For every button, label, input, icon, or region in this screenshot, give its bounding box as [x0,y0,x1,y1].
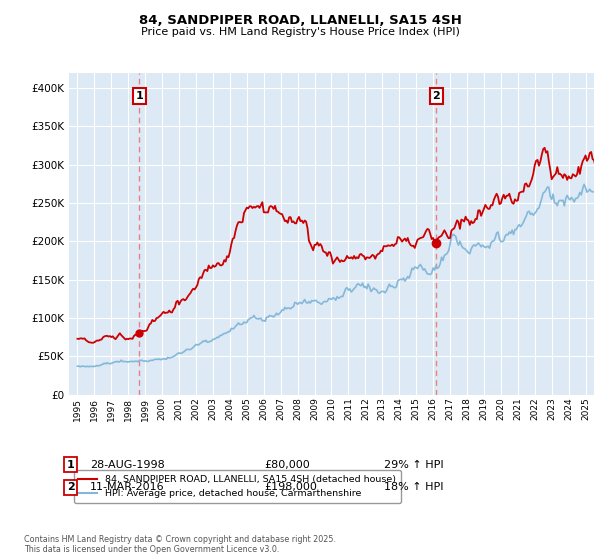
Text: 2: 2 [67,482,74,492]
Text: 28-AUG-1998: 28-AUG-1998 [90,460,165,470]
Text: 11-MAR-2016: 11-MAR-2016 [90,482,164,492]
Text: 18% ↑ HPI: 18% ↑ HPI [384,482,443,492]
Legend: 84, SANDPIPER ROAD, LLANELLI, SA15 4SH (detached house), HPI: Average price, det: 84, SANDPIPER ROAD, LLANELLI, SA15 4SH (… [74,470,401,502]
Text: Contains HM Land Registry data © Crown copyright and database right 2025.
This d: Contains HM Land Registry data © Crown c… [24,535,336,554]
Text: Price paid vs. HM Land Registry's House Price Index (HPI): Price paid vs. HM Land Registry's House … [140,27,460,37]
Text: 1: 1 [136,91,143,101]
Text: 1: 1 [67,460,74,470]
Text: 84, SANDPIPER ROAD, LLANELLI, SA15 4SH: 84, SANDPIPER ROAD, LLANELLI, SA15 4SH [139,14,461,27]
Text: 29% ↑ HPI: 29% ↑ HPI [384,460,443,470]
Text: 2: 2 [433,91,440,101]
Text: £80,000: £80,000 [264,460,310,470]
Text: £198,000: £198,000 [264,482,317,492]
